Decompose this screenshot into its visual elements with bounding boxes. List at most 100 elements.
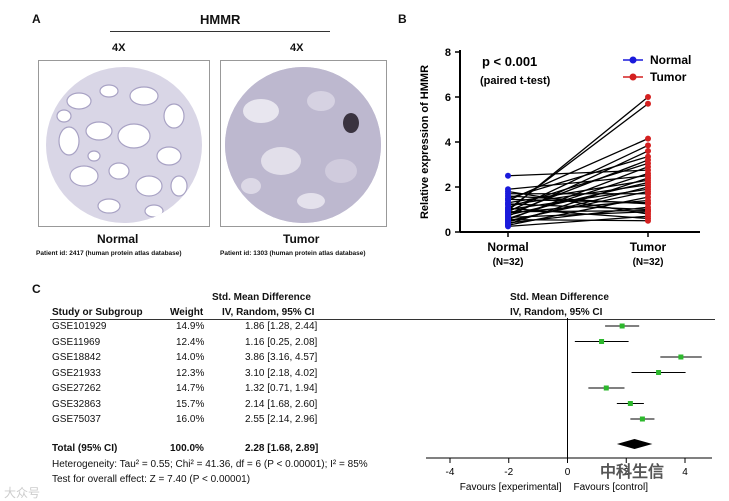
axes: 0 2 4 6 8 [445, 47, 700, 239]
tumor-point [645, 217, 651, 224]
pair-line [507, 169, 649, 177]
study-column-header: Study or Subgroup [52, 307, 143, 318]
tumor-tissue-image [220, 60, 387, 227]
normal-magnification: 4X [112, 42, 126, 54]
pair-line [507, 184, 649, 206]
study-weight: 15.7% [176, 398, 205, 410]
pair-line [507, 203, 649, 211]
total-label: Total (95% CI) [52, 443, 118, 454]
method-column-header: IV, Random, 95% CI [222, 307, 315, 318]
tumor-point [645, 100, 651, 107]
panel-c-label: C [32, 282, 41, 296]
study-name: GSE75037 [52, 414, 101, 425]
tumor-point [645, 142, 651, 149]
legend-marker [629, 56, 637, 64]
watermark-left: 大众号 [4, 486, 41, 500]
tumor-point [645, 148, 651, 154]
normal-tissue-core [46, 67, 202, 223]
legend-label: Tumor [650, 70, 687, 84]
study-estimate [619, 323, 625, 329]
weight-column-header: Weight [170, 307, 204, 318]
y-tick-label: 0 [445, 227, 451, 239]
study-markers [574, 323, 702, 422]
study-name: GSE27262 [52, 383, 101, 394]
forest-plot: -4 -2 0 2 4 Favours [experimental] Favours [co… [426, 318, 712, 493]
tumor-tissue-core [225, 67, 381, 223]
header-rule [50, 319, 715, 320]
category-label: Normal [487, 240, 528, 254]
x-tick-label: 2 [623, 467, 629, 478]
normal-point [505, 208, 511, 215]
hmmr-title: HMMR [200, 12, 241, 27]
study-weight: 14.0% [176, 352, 205, 363]
normal-label: Normal [97, 232, 139, 246]
total-weight: 100.0% [170, 443, 204, 454]
legend: Normal Tumor [623, 53, 691, 84]
total-ci: 2.28 [1.68, 2.89] [245, 443, 319, 454]
study-ci: 1.16 [0.25, 2.08] [245, 336, 318, 348]
y-tick-label: 2 [445, 182, 451, 194]
study-name: GSE32863 [52, 398, 101, 410]
study-ci: 1.32 [0.71, 1.94] [245, 383, 318, 394]
study-name: GSE11969 [52, 336, 101, 348]
study-name: GSE101929 [52, 321, 107, 332]
category-labels: Normal (N=32) Tumor (N=32) [487, 240, 666, 268]
study-estimate [639, 416, 645, 422]
normal-point [505, 196, 511, 203]
tumor-magnification: 4X [290, 42, 304, 54]
x-tick-label: 4 [682, 467, 688, 478]
normal-point [505, 216, 511, 223]
pair-line [507, 209, 649, 213]
study-ci: 2.55 [2.14, 2.96] [245, 414, 318, 425]
x-tick-label: -2 [504, 467, 513, 478]
y-tick-label: 4 [445, 137, 452, 149]
study-estimate [627, 401, 633, 406]
tumor-point [645, 207, 651, 214]
pair-line [507, 207, 649, 220]
favours-experimental: Favours [experimental] [460, 482, 562, 493]
y-axis-label: Relative expression of HMMR [419, 65, 431, 219]
study-ci: 3.86 [3.16, 4.57] [245, 352, 318, 363]
study-weight: 12.4% [176, 336, 205, 348]
study-estimate [656, 370, 662, 375]
normal-point [505, 223, 511, 230]
x-tick-label: 0 [565, 467, 571, 478]
pair-line [507, 211, 649, 219]
study-estimate [603, 385, 609, 391]
study-ci: 1.86 [1.28, 2.44] [245, 321, 318, 332]
data-points [505, 94, 651, 230]
panel-a-label: A [32, 12, 41, 26]
plot-smd-header: Std. Mean Difference [510, 292, 609, 303]
study-estimate [678, 354, 684, 360]
study-name: GSE18842 [52, 352, 101, 363]
study-weight: 12.3% [176, 367, 205, 379]
pair-line [507, 179, 649, 204]
y-tick-label: 8 [445, 47, 451, 59]
pair-line [507, 215, 649, 228]
study-weight: 16.0% [176, 414, 205, 425]
study-weight: 14.7% [176, 383, 205, 394]
heterogeneity-text: Heterogeneity: Tau² = 0.55; Chi² = 41.36… [52, 459, 368, 470]
y-tick-label: 6 [445, 92, 451, 104]
p-value-text: p < 0.001 [482, 54, 537, 69]
study-name: GSE21933 [52, 367, 101, 379]
normal-patient-id: Patient id: 2417 (human protein atlas da… [36, 250, 182, 257]
tumor-patient-id: Patient id: 1303 (human protein atlas da… [220, 250, 366, 257]
pair-line [507, 156, 649, 199]
tumor-point [645, 199, 651, 206]
tumor-point [645, 94, 651, 100]
tumor-label: Tumor [283, 232, 320, 246]
paired-expression-chart: Relative expression of HMMR 0 2 4 6 8 Normal… [419, 47, 700, 268]
study-weight: 14.9% [176, 321, 205, 332]
study-ci: 2.14 [1.68, 2.60] [245, 398, 318, 410]
legend-label: Normal [650, 53, 691, 67]
total-diamond [616, 439, 653, 449]
pair-line [507, 138, 649, 202]
panel-b-label: B [398, 12, 407, 26]
legend-marker [629, 73, 637, 81]
study-ci: 3.10 [2.18, 4.02] [245, 367, 318, 379]
tumor-point [645, 135, 651, 142]
plot-method-header: IV, Random, 95% CI [510, 307, 603, 318]
category-label: Tumor [630, 240, 667, 254]
favours-control: Favours [control] [574, 482, 649, 493]
